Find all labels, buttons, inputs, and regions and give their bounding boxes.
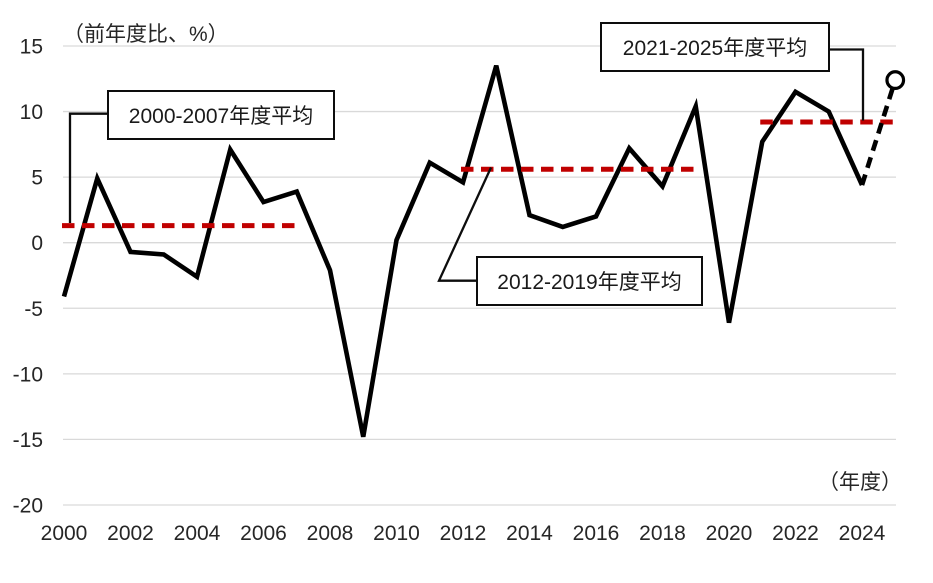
y-axis-unit-label: （前年度比、%）	[63, 23, 229, 46]
annotation-label: 2000-2007年度平均	[128, 105, 314, 128]
annotation-box-2000-2007-average: 2000-2007年度平均	[107, 90, 335, 140]
data-series-line	[61, 65, 865, 438]
leader-line-2021-2025	[830, 48, 865, 121]
y-tick-label-10: 10	[20, 101, 43, 124]
forecast-dashed-line	[859, 79, 898, 186]
x-tick-label-2008: 2008	[307, 522, 354, 545]
annotation-leader-lines	[68, 48, 865, 282]
y-tick-label--10: -10	[13, 363, 43, 386]
y-tick-label--15: -15	[13, 429, 43, 452]
forecast-marker-circle	[885, 70, 906, 90]
forecast-group	[859, 70, 906, 186]
average-lines-group	[62, 119, 896, 229]
x-tick-label-2004: 2004	[174, 522, 221, 545]
x-tick-label-2000: 2000	[41, 522, 88, 545]
x-tick-label-2020: 2020	[706, 522, 753, 545]
y-tick-label-0: 0	[31, 232, 43, 255]
x-axis-tick-labels: 2000 2002 2004 2006 2008 2010 2012 2014 2016 2018…	[41, 522, 886, 545]
x-tick-label-2006: 2006	[240, 522, 287, 545]
y-tick-label-15: 15	[20, 35, 43, 58]
x-axis-unit-label: （年度）	[818, 471, 902, 494]
x-tick-label-2022: 2022	[772, 522, 819, 545]
x-tick-label-2016: 2016	[573, 522, 620, 545]
leader-line-2000-2007	[68, 112, 107, 223]
x-tick-label-2002: 2002	[107, 522, 154, 545]
y-tick-label--5: -5	[24, 298, 43, 321]
annotation-box-2012-2019-average: 2012-2019年度平均	[476, 256, 703, 306]
y-tick-label-5: 5	[31, 167, 43, 190]
y-tick-label--20: -20	[13, 494, 43, 517]
annotation-label: 2012-2019年度平均	[497, 271, 682, 294]
leader-line-2012-2019	[437, 167, 493, 282]
y-axis-tick-labels: 15 10 5 0 -5 -10 -15 -20	[13, 35, 43, 517]
x-tick-label-2014: 2014	[506, 522, 553, 545]
data-series-group	[61, 65, 865, 438]
annotation-box-2021-2025-average: 2021-2025年度平均	[600, 22, 830, 72]
annotation-label: 2021-2025年度平均	[622, 37, 808, 60]
x-tick-label-2012: 2012	[440, 522, 487, 545]
x-tick-label-2018: 2018	[639, 522, 686, 545]
x-tick-label-2010: 2010	[373, 522, 420, 545]
x-tick-label-2024: 2024	[839, 522, 886, 545]
